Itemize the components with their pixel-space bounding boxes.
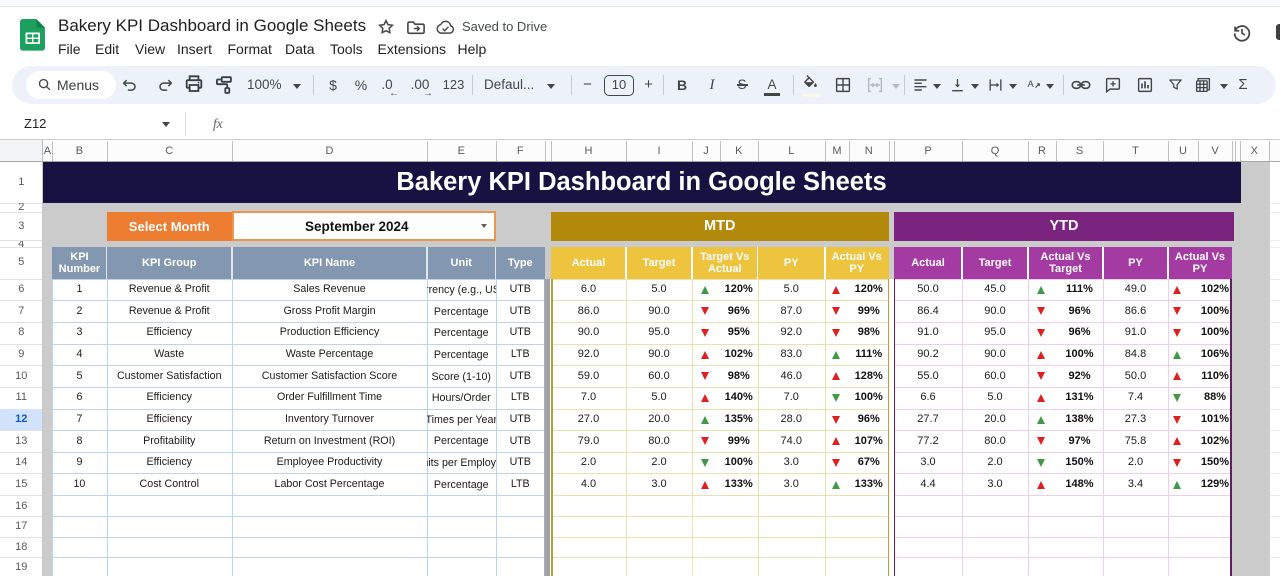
svg-text:A: A	[1028, 79, 1035, 89]
